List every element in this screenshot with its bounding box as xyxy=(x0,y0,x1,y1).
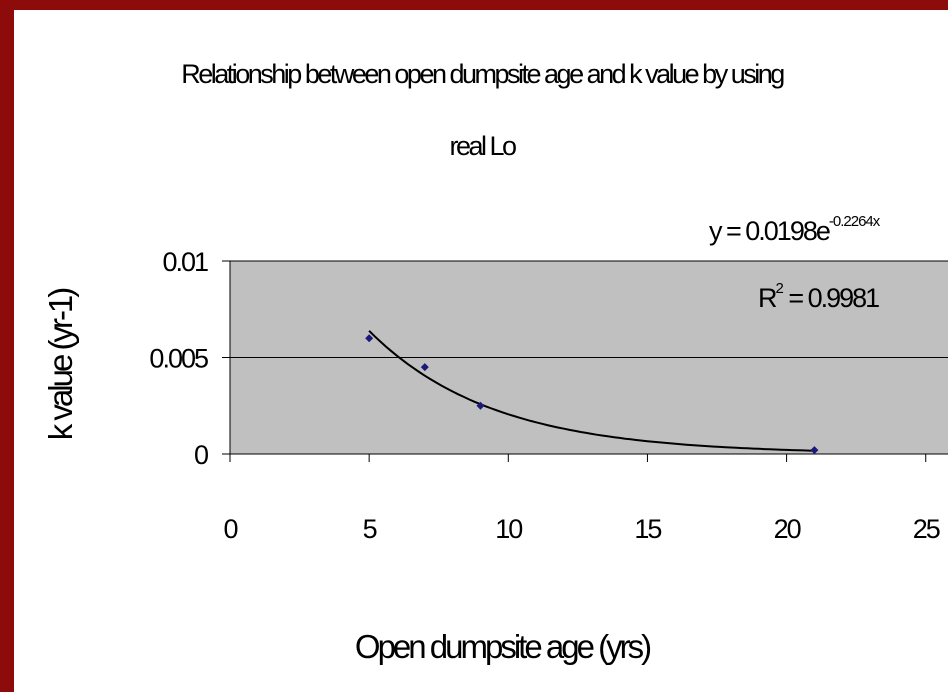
data-points xyxy=(365,334,819,455)
equation-prefix: y = 0.0198e xyxy=(709,216,830,246)
x-tick-labels: 0 5 10 15 20 25 xyxy=(223,514,941,544)
x-tick-label-1: 5 xyxy=(363,514,377,544)
r-squared-power: 2 xyxy=(776,280,784,297)
equation-exponent: -0.2264x xyxy=(829,213,881,230)
chart-title-line-2: real Lo xyxy=(449,131,516,161)
chart-panel: Relationship between open dumpsite age a… xyxy=(14,10,948,692)
data-point-3 xyxy=(810,446,819,455)
r-squared-base: R xyxy=(758,283,777,313)
data-point-2 xyxy=(476,401,485,410)
y-axis-title: k value (yr-1) xyxy=(42,289,79,441)
data-point-1 xyxy=(420,363,429,372)
x-tick-label-0: 0 xyxy=(223,514,237,544)
data-point-0 xyxy=(365,334,374,343)
x-tick-label-3: 15 xyxy=(634,514,661,544)
y-tick-labels: 0 0.005 0.01 xyxy=(149,247,210,470)
x-tick-label-5: 25 xyxy=(913,514,940,544)
x-tick-label-4: 20 xyxy=(774,514,801,544)
y-tick-label-1: 0.005 xyxy=(149,344,208,374)
x-axis-title: Open dumpsite age (yrs) xyxy=(355,628,650,665)
axes xyxy=(222,260,948,462)
y-tick-label-0: 0 xyxy=(194,440,208,470)
chart-title-line-1: Relationship between open dumpsite age a… xyxy=(181,59,784,89)
r-squared-value: = 0.9981 xyxy=(783,283,879,313)
trendline-equation: y = 0.0198e-0.2264x xyxy=(709,213,881,246)
r-squared-label: R2 = 0.9981 xyxy=(758,280,879,313)
chart-svg: Relationship between open dumpsite age a… xyxy=(42,59,948,665)
y-tick-label-2: 0.01 xyxy=(162,247,208,277)
x-tick-label-2: 10 xyxy=(495,514,522,544)
trendline xyxy=(368,330,815,452)
